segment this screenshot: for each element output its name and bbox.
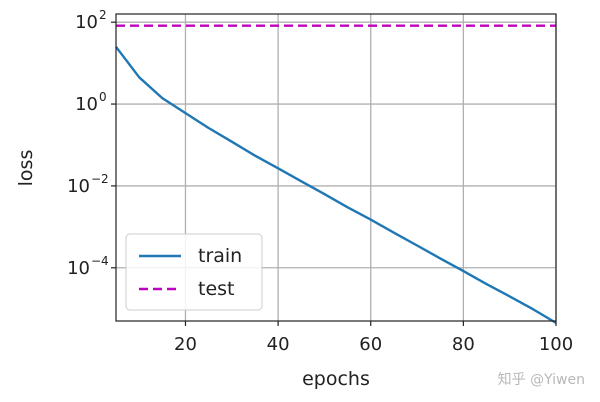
y-tick-label: 10 −4: [67, 254, 109, 279]
y-tick-base: 10: [75, 94, 98, 115]
y-tick-label: 10 −2: [67, 172, 109, 197]
watermark: 知乎 @Yiwen: [498, 371, 585, 388]
x-tick-label: 40: [267, 334, 290, 355]
x-tick-label: 60: [359, 334, 382, 355]
x-axis-label: epochs: [302, 368, 370, 390]
y-tick-base: 10: [67, 258, 90, 279]
y-tick-label: 10 2: [75, 8, 107, 33]
y-tick-base: 10: [67, 176, 90, 197]
y-tick-exponent: 2: [99, 8, 107, 22]
series-lines: [115, 24, 557, 324]
x-axis-ticks: 20 40 60 80 100: [174, 321, 573, 355]
x-tick-label: 100: [539, 334, 573, 355]
legend-label-test: test: [198, 278, 235, 300]
legend-label-train: train: [198, 245, 242, 267]
y-axis-label: loss: [15, 150, 37, 187]
y-tick-label: 10 0: [75, 90, 107, 115]
y-tick-base: 10: [75, 12, 98, 33]
y-tick-exponent: 0: [99, 90, 107, 104]
series-line-train: [115, 46, 557, 324]
x-tick-label: 80: [452, 334, 475, 355]
y-tick-exponent: −4: [91, 254, 109, 268]
legend-box: [125, 233, 263, 311]
x-tick-label: 20: [174, 334, 197, 355]
plot-frame: [115, 13, 557, 322]
y-tick-exponent: −2: [91, 172, 109, 186]
legend: train test: [125, 233, 263, 311]
